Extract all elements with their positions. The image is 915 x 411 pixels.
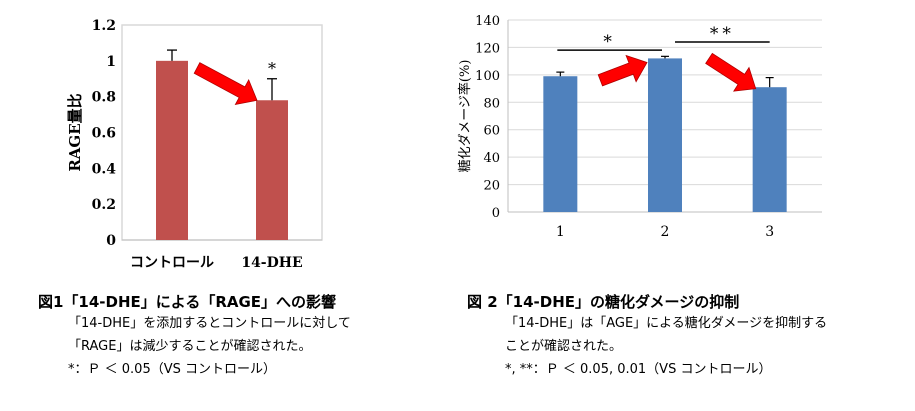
trend-arrow-up [597, 54, 648, 87]
trend-arrow-down [705, 52, 757, 92]
trend-arrow [193, 62, 258, 106]
caption-1-title: 図1「14-DHE」による「RAGE」への影響 [38, 293, 337, 311]
y-tick-label: 140 [475, 14, 500, 29]
significance-marker-1: * [268, 59, 276, 78]
bar-0 [156, 60, 188, 241]
x-tick-label: コントロール [130, 255, 214, 271]
caption-2-title: 図 2「14-DHE」の糖化ダメージの抑制 [467, 293, 740, 311]
bar-2 [752, 87, 787, 212]
bar-0 [543, 76, 578, 212]
caption-2-line-3: *, **：Ｐ ＜ 0.05, 0.01（VS コントロール） [505, 362, 772, 377]
bar-1 [648, 58, 682, 213]
y-axis-label: 糖化ダメージ率(%) [457, 60, 473, 173]
caption-1-line-1: 「14-DHE」を添加するとコントロールに対して [68, 316, 351, 331]
caption-figure-1: 図1「14-DHE」による「RAGE」への影響 「14-DHE」を添加するとコン… [38, 291, 351, 381]
caption-1-line-3: *：Ｐ ＜ 0.05（VS コントロール） [68, 362, 276, 377]
y-tick-label: 40 [483, 151, 500, 166]
rage-ratio-bar-chart: 0 0.2 0.4 0.6 0.8 1 1.2 * コントロール 14-DHE RAGE量比 [66, 18, 323, 271]
y-tick-label: 0 [492, 206, 500, 221]
x-tick-label: 2 [661, 224, 670, 240]
y-tick-label: 0.6 [92, 126, 116, 142]
y-tick-label: 100 [475, 69, 500, 84]
y-tick-label: 1 [106, 54, 116, 70]
plot-frame [121, 24, 323, 241]
caption-2-line-2: ことが確認された。 [505, 339, 623, 354]
bar-1 [256, 100, 288, 240]
x-tick-label: 3 [765, 224, 774, 240]
y-tick-label: 0 [106, 233, 116, 249]
y-tick-label: 120 [475, 41, 500, 56]
y-tick-label: 0.8 [92, 90, 116, 106]
x-tick-label: 1 [556, 224, 565, 240]
x-tick-label: 14-DHE [241, 255, 302, 271]
significance-label: * [603, 32, 616, 52]
y-tick-label: 60 [483, 124, 500, 139]
y-axis-label: RAGE量比 [66, 93, 84, 171]
y-tick-label: 1.2 [92, 18, 116, 34]
y-tick-label: 20 [483, 179, 500, 194]
caption-figure-2: 図 2「14-DHE」の糖化ダメージの抑制 「14-DHE」は「AGE」による糖… [467, 291, 827, 381]
significance-label: ** [710, 24, 735, 44]
y-tick-label: 0.2 [92, 197, 116, 213]
y-tick-label: 80 [483, 96, 500, 111]
y-tick-label: 0.4 [92, 161, 117, 177]
caption-2-line-1: 「14-DHE」は「AGE」による糖化ダメージを抑制する [505, 316, 828, 331]
caption-1-line-2: 「RAGE」は減少することが確認された。 [68, 339, 312, 354]
